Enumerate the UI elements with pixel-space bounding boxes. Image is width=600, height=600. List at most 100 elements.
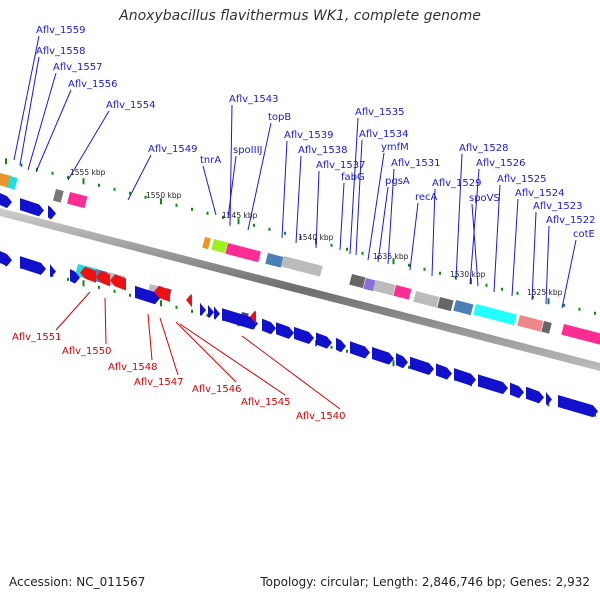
forward-gene-arrow xyxy=(135,285,160,305)
tick-mark xyxy=(330,345,333,349)
forward-gene-arrow xyxy=(0,193,12,209)
tick-mark xyxy=(408,365,410,369)
leader-line xyxy=(561,239,577,309)
forward-gene-arrow xyxy=(48,205,56,220)
leader-line xyxy=(315,170,320,249)
forward-gene-label[interactable]: Aflv_1528 xyxy=(459,143,509,154)
reverse-gene-label[interactable]: Aflv_1550 xyxy=(62,346,112,357)
forward-gene-label[interactable]: topB xyxy=(268,112,291,123)
tick-mark xyxy=(20,163,23,167)
forward-gene-label[interactable]: Aflv_1523 xyxy=(533,201,583,212)
tick-mark xyxy=(516,291,519,295)
forward-gene-label[interactable]: Aflv_1543 xyxy=(229,94,279,105)
forward-gene-label[interactable]: ymfM xyxy=(381,142,409,153)
forward-gene-arrow xyxy=(214,306,220,320)
forward-gene-label[interactable]: Aflv_1524 xyxy=(515,188,565,199)
forward-gene-arrow xyxy=(336,337,346,353)
leader-line xyxy=(493,184,501,293)
forward-gene-label[interactable]: pgsA xyxy=(385,176,410,187)
leader-line xyxy=(409,202,419,271)
tick-mark xyxy=(175,305,178,309)
forward-gene-label[interactable]: spoVS xyxy=(469,193,500,204)
tick-mark xyxy=(129,191,131,195)
tick-mark xyxy=(51,171,54,175)
forward-gene-arrow xyxy=(526,386,544,404)
forward-gene-label[interactable]: Aflv_1531 xyxy=(391,158,441,169)
reverse-gene-arrow xyxy=(80,266,96,283)
tick-mark xyxy=(191,309,193,313)
tick-mark xyxy=(206,211,209,215)
kbp-scale: 1555 kbp 1550 kbp 1545 kbp 1540 kbp 1535 kbp… xyxy=(70,168,563,297)
leader-line xyxy=(431,188,436,277)
forward-gene-label[interactable]: Aflv_1529 xyxy=(432,178,482,189)
leader-line xyxy=(175,321,237,383)
leader-line xyxy=(367,152,385,261)
reverse-gene-label[interactable]: Aflv_1540 xyxy=(296,411,346,422)
reverse-gene-arrows xyxy=(80,266,256,325)
forward-gene-arrow xyxy=(396,353,408,369)
forward-gene-label[interactable]: Aflv_1522 xyxy=(546,215,596,226)
forward-gene-label[interactable]: Aflv_1549 xyxy=(148,144,198,155)
tick-mark xyxy=(439,271,441,275)
tick-mark xyxy=(563,303,565,307)
forward-gene-label[interactable]: Aflv_1557 xyxy=(53,62,103,73)
reverse-gene-label[interactable]: Aflv_1546 xyxy=(192,384,242,395)
kbp-label: 1530 kbp xyxy=(450,270,486,279)
forward-gene-label[interactable]: recA xyxy=(415,192,438,203)
forward-gene-label[interactable]: fabG xyxy=(341,172,365,183)
accession-label: Accession: NC_011567 xyxy=(9,575,146,589)
reverse-gene-label[interactable]: Aflv_1545 xyxy=(241,397,291,408)
forward-gene-label[interactable]: Aflv_1558 xyxy=(36,46,86,57)
tick-mark xyxy=(82,280,85,287)
kbp-label: 1545 kbp xyxy=(222,211,258,220)
reverse-gene-label[interactable]: Aflv_1548 xyxy=(108,362,158,373)
kbp-label: 1540 kbp xyxy=(298,233,334,242)
tick-mark xyxy=(113,187,116,191)
forward-gene-label[interactable]: tnrA xyxy=(200,155,221,166)
leader-line xyxy=(531,211,537,301)
forward-gene-label[interactable]: Aflv_1538 xyxy=(298,145,348,156)
forward-gene-arrow xyxy=(350,341,370,359)
forward-gene-arrow xyxy=(454,368,476,386)
tick-mark xyxy=(160,198,162,205)
reverse-gene-label[interactable]: Aflv_1551 xyxy=(12,332,62,343)
kbp-label: 1550 kbp xyxy=(146,191,182,200)
leader-line xyxy=(179,323,286,396)
forward-gene-arrow xyxy=(208,304,214,319)
leader-line xyxy=(355,139,363,256)
leader-line xyxy=(67,110,110,181)
forward-gene-label[interactable]: Aflv_1539 xyxy=(284,130,334,141)
reverse-gene-arrow xyxy=(96,270,110,287)
reverse-gene-arrow xyxy=(186,293,192,308)
forward-gene-arrow xyxy=(316,332,332,349)
leader-line xyxy=(471,203,479,287)
forward-gene-label[interactable]: cotE xyxy=(573,229,595,240)
leader-line xyxy=(227,155,237,219)
tick-mark xyxy=(485,283,488,287)
leader-line xyxy=(339,182,345,251)
tick-mark xyxy=(237,218,240,225)
forward-gene-label[interactable]: Aflv_1534 xyxy=(359,129,409,140)
reverse-gene-label[interactable]: Aflv_1547 xyxy=(134,377,184,388)
forward-gene-label[interactable]: Aflv_1559 xyxy=(36,25,86,36)
forward-gene-arrow xyxy=(546,391,552,406)
forward-gene-label[interactable]: Aflv_1556 xyxy=(68,79,118,90)
forward-gene-arrow xyxy=(510,382,524,399)
tick-mark xyxy=(67,175,69,179)
forward-gene-label[interactable]: Aflv_1537 xyxy=(316,160,366,171)
tick-mark xyxy=(113,289,116,293)
kbp-label: 1535 kbp xyxy=(373,252,409,261)
forward-gene-label[interactable]: Aflv_1526 xyxy=(476,158,526,169)
forward-gene-arrow xyxy=(20,256,46,275)
forward-gene-label[interactable]: Aflv_1554 xyxy=(106,100,156,111)
forward-gene-label[interactable]: Aflv_1525 xyxy=(497,174,547,185)
leader-line xyxy=(241,335,341,410)
reverse-gene-arrow xyxy=(250,310,256,325)
forward-gene-label[interactable]: Aflv_1535 xyxy=(355,107,405,118)
tick-mark xyxy=(594,413,596,417)
leader-line xyxy=(202,165,217,216)
tick-mark xyxy=(578,307,581,311)
leader-line xyxy=(545,225,550,305)
forward-gene-label[interactable]: spoIIIJ xyxy=(233,145,262,156)
tick-mark xyxy=(346,349,348,353)
